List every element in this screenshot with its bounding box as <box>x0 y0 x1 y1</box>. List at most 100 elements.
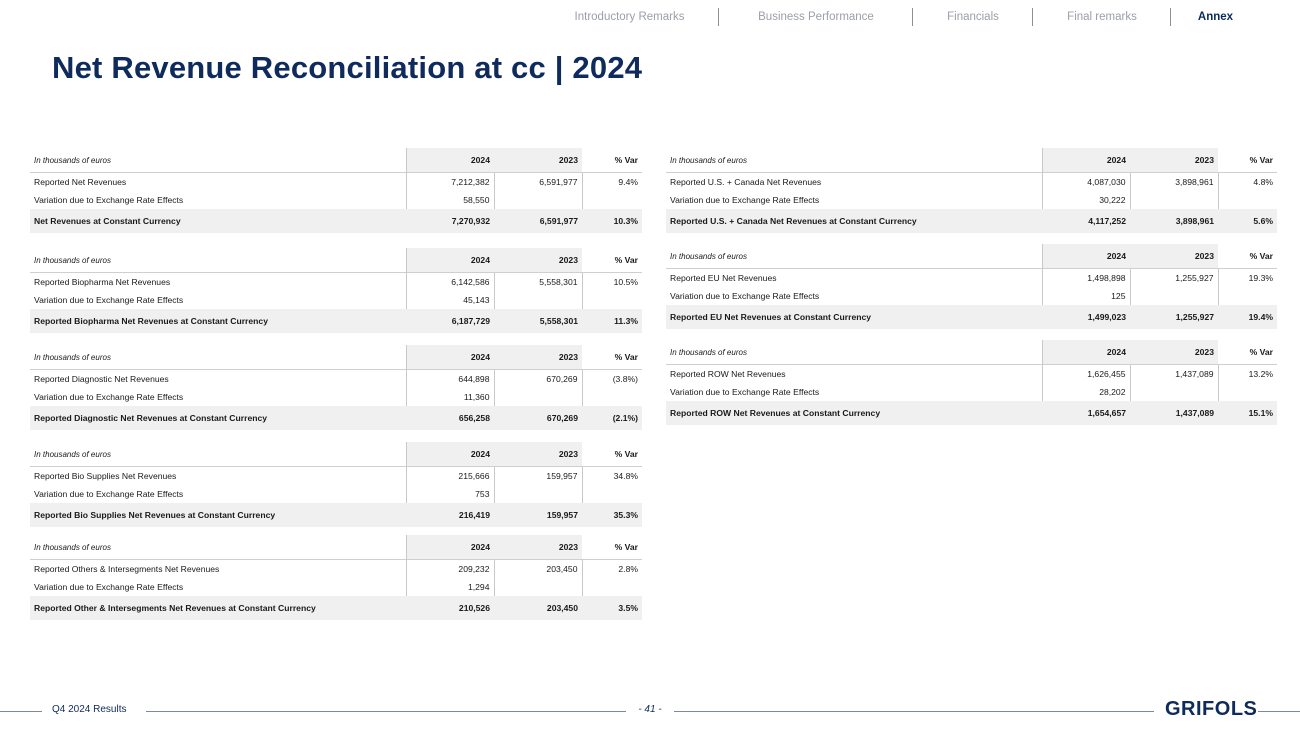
footer-divider <box>0 711 42 712</box>
footer-report-name: Q4 2024 Results <box>52 704 127 715</box>
value-2023: 5,558,301 <box>493 272 582 291</box>
value-2024: 28,202 <box>1041 383 1130 401</box>
total-row: Reported Bio Supplies Net Revenues at Co… <box>30 503 642 527</box>
row-label: Variation due to Exchange Rate Effects <box>34 295 184 305</box>
value-2023: 1,255,927 <box>1129 268 1218 287</box>
table-row: Reported Others & Intersegments Net Reve… <box>30 559 642 578</box>
total-row: Reported EU Net Revenues at Constant Cur… <box>666 305 1277 329</box>
total-2024: 216,419 <box>406 503 494 527</box>
table-biopharma: In thousands of euros 2024 2023 % Var Repor… <box>30 248 642 333</box>
table-row: Reported EU Net Revenues 1,498,898 1,255,9… <box>666 268 1277 287</box>
total-2023: 1,255,927 <box>1130 305 1218 329</box>
unit-label: In thousands of euros <box>670 347 747 357</box>
col-header-var: % Var <box>1249 251 1273 261</box>
total-2023: 3,898,961 <box>1130 209 1218 233</box>
row-label: Variation due to Exchange Rate Effects <box>670 291 820 301</box>
nav-item-introductory-remarks[interactable]: Introductory Remarks <box>540 8 719 26</box>
total-2024: 1,499,023 <box>1042 305 1130 329</box>
table-us-canada: In thousands of euros 2024 2023 % Var Repor… <box>666 148 1277 233</box>
total-label: Reported U.S. + Canada Net Revenues at C… <box>666 209 1042 233</box>
total-row: Reported ROW Net Revenues at Constant Cu… <box>666 401 1277 425</box>
table-row: Variation due to Exchange Rate Effects 30… <box>666 191 1277 209</box>
total-label: Reported EU Net Revenues at Constant Cur… <box>666 305 1042 329</box>
table-row: Variation due to Exchange Rate Effects 28… <box>666 383 1277 401</box>
row-label: Reported Others & Intersegments Net Reve… <box>30 559 406 578</box>
col-header-2024: 2024 <box>1041 340 1130 365</box>
total-var: (2.1%) <box>582 406 642 430</box>
row-label: Reported Net Revenues <box>30 172 406 191</box>
col-header-2023: 2023 <box>1130 244 1218 269</box>
col-header-var: % Var <box>614 352 638 362</box>
value-2024: 209,232 <box>405 559 494 578</box>
table-others-intersegments: In thousands of euros 2024 2023 % Var Repor… <box>30 535 642 620</box>
total-label: Reported Bio Supplies Net Revenues at Co… <box>30 503 406 527</box>
table-row: Reported Bio Supplies Net Revenues 215,66… <box>30 466 642 485</box>
nav-item-business-performance[interactable]: Business Performance <box>719 8 913 26</box>
table-net-revenues: In thousands of euros 2024 2023 % Var Repor… <box>30 148 642 233</box>
nav-item-annex[interactable]: Annex <box>1197 11 1234 23</box>
table-row: Reported Diagnostic Net Revenues 644,898 6… <box>30 369 642 388</box>
footer-divider <box>674 711 1154 712</box>
table-diagnostic: In thousands of euros 2024 2023 % Var Repor… <box>30 345 642 430</box>
total-2023: 5,558,301 <box>494 309 582 333</box>
row-label: Variation due to Exchange Rate Effects <box>670 195 820 205</box>
total-row: Reported U.S. + Canada Net Revenues at C… <box>666 209 1277 233</box>
table-row-region: In thousands of euros 2024 2023 % Var Repor… <box>666 340 1277 425</box>
col-header-var: % Var <box>614 542 638 552</box>
unit-label: In thousands of euros <box>34 542 111 552</box>
row-label: Reported EU Net Revenues <box>666 268 1042 287</box>
grifols-logo: GRIFOLS <box>1165 698 1258 720</box>
total-row: Reported Other & Intersegments Net Reven… <box>30 596 642 620</box>
value-2024: 6,142,586 <box>405 272 494 291</box>
total-label: Reported ROW Net Revenues at Constant Cu… <box>666 401 1042 425</box>
col-header-var: % Var <box>614 155 638 165</box>
table-row: Reported ROW Net Revenues 1,626,455 1,437,… <box>666 364 1277 383</box>
row-label: Variation due to Exchange Rate Effects <box>34 392 184 402</box>
value-2024: 1,498,898 <box>1041 268 1130 287</box>
table-row: Variation due to Exchange Rate Effects 1,… <box>30 578 642 596</box>
col-header-2024: 2024 <box>405 535 494 560</box>
col-header-var: % Var <box>614 255 638 265</box>
total-2024: 210,526 <box>406 596 494 620</box>
section-nav: Introductory Remarks Business Performanc… <box>540 0 1260 32</box>
col-header-2024: 2024 <box>405 345 494 370</box>
total-2024: 4,117,252 <box>1042 209 1130 233</box>
value-2024: 125 <box>1041 287 1130 305</box>
col-header-2023: 2023 <box>494 148 582 173</box>
unit-label: In thousands of euros <box>670 155 747 165</box>
value-2024: 1,294 <box>405 578 494 596</box>
unit-label: In thousands of euros <box>34 352 111 362</box>
value-2024: 4,087,030 <box>1041 172 1130 191</box>
row-label: Reported U.S. + Canada Net Revenues <box>666 172 1042 191</box>
total-var: 15.1% <box>1218 401 1277 425</box>
total-2024: 6,187,729 <box>406 309 494 333</box>
total-2023: 203,450 <box>494 596 582 620</box>
value-2024: 1,626,455 <box>1041 364 1130 383</box>
row-label: Variation due to Exchange Rate Effects <box>34 195 184 205</box>
col-header-var: % Var <box>1249 347 1273 357</box>
row-label: Variation due to Exchange Rate Effects <box>670 387 820 397</box>
nav-item-financials[interactable]: Financials <box>913 8 1033 26</box>
col-header-2023: 2023 <box>1130 148 1218 173</box>
col-header-var: % Var <box>1249 155 1273 165</box>
row-label: Variation due to Exchange Rate Effects <box>34 489 184 499</box>
table-row: Reported U.S. + Canada Net Revenues 4,087… <box>666 172 1277 191</box>
table-bio-supplies: In thousands of euros 2024 2023 % Var Repor… <box>30 442 642 527</box>
total-2023: 159,957 <box>494 503 582 527</box>
col-header-2023: 2023 <box>494 248 582 273</box>
value-2023: 159,957 <box>493 466 582 485</box>
value-var: 34.8% <box>581 466 642 485</box>
value-var: 9.4% <box>581 172 642 191</box>
total-row: Net Revenues at Constant Currency 7,270,9… <box>30 209 642 233</box>
table-row: Reported Net Revenues 7,212,382 6,591,977 9… <box>30 172 642 191</box>
total-label: Reported Biopharma Net Revenues at Const… <box>30 309 406 333</box>
table-row: Variation due to Exchange Rate Effects 11… <box>30 388 642 406</box>
nav-item-final-remarks[interactable]: Final remarks <box>1033 8 1171 26</box>
value-2024: 215,666 <box>405 466 494 485</box>
value-2024: 7,212,382 <box>405 172 494 191</box>
total-var: 35.3% <box>582 503 642 527</box>
unit-label: In thousands of euros <box>34 449 111 459</box>
value-2023: 3,898,961 <box>1129 172 1218 191</box>
value-2024: 644,898 <box>405 369 494 388</box>
col-header-2023: 2023 <box>494 442 582 467</box>
